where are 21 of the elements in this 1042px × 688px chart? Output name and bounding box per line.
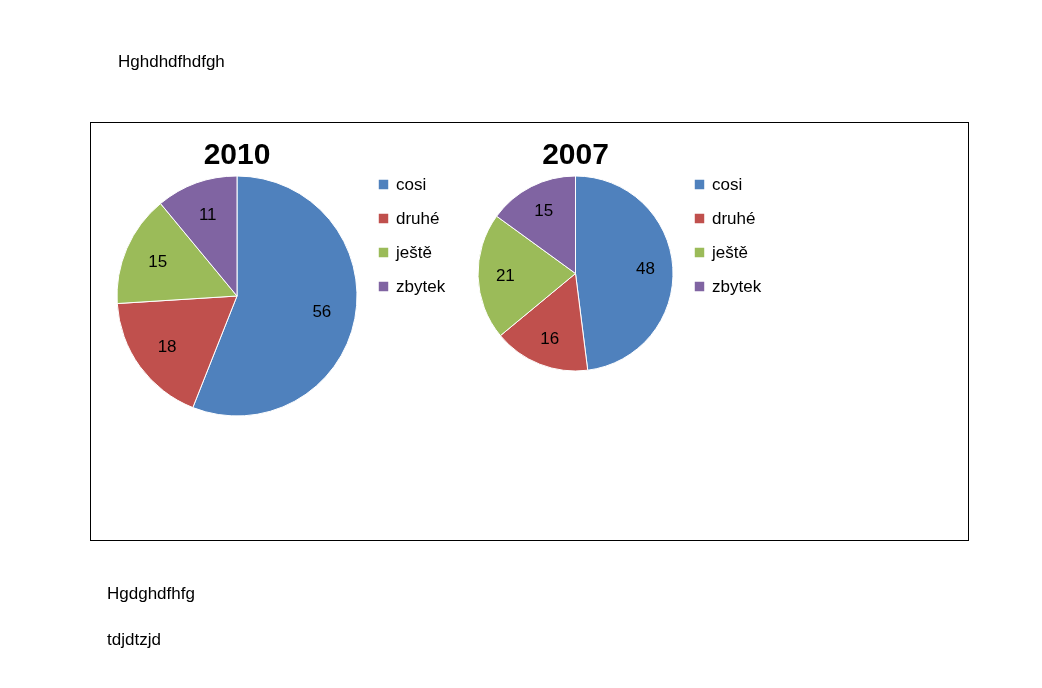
legend-label: cosi (712, 174, 743, 194)
text: Hgdghdfhfg (107, 584, 195, 604)
legend-label: ještě (711, 242, 748, 262)
data-label: 21 (495, 265, 515, 285)
legend-label: druhé (396, 208, 440, 228)
legend-label: ještě (395, 242, 432, 262)
chart-title: 2007 (542, 137, 609, 170)
legend-label: druhé (712, 208, 756, 228)
data-label: 16 (540, 328, 560, 348)
data-label: 18 (157, 336, 177, 356)
data-label: 15 (148, 251, 168, 271)
data-label: 11 (198, 204, 217, 224)
data-label: 15 (534, 200, 554, 220)
legend-label: zbytek (712, 276, 762, 296)
text: tdjdtzjd (107, 630, 161, 650)
data-label: 56 (312, 302, 332, 322)
chart-title: 2010 (203, 137, 271, 170)
legend-label: cosi (396, 174, 427, 194)
data-label: 48 (636, 259, 656, 279)
text: Hghdhdfhdfgh (118, 52, 225, 72)
legend-label: zbytek (396, 276, 446, 296)
